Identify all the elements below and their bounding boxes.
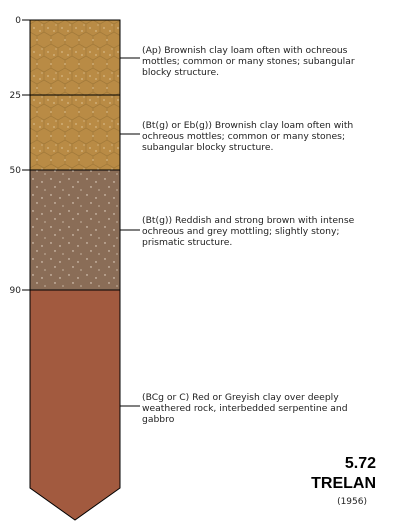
depth-label-25: 25 — [10, 91, 21, 101]
soil-layer-pattern-2 — [30, 170, 120, 290]
soil-code: 5.72 — [344, 455, 376, 472]
soil-year: (1956) — [337, 497, 367, 507]
depth-label-50: 50 — [10, 166, 22, 176]
layer-description-bt-eb: (Bt(g) or Eb(g)) Brownish clay loam ofte… — [142, 120, 354, 153]
soil-name: TRELAN — [311, 475, 376, 492]
depth-label-0: 0 — [15, 16, 21, 26]
layer-description-ap: (Ap) Brownish clay loam often with ochre… — [142, 45, 355, 78]
layer-description-bcg-c: (BCg or C) Red or Greyish clay over deep… — [142, 392, 348, 425]
soil-layer-pattern-1 — [30, 95, 120, 170]
soil-layer-pattern-0 — [30, 20, 120, 95]
layer-description-btg: (Bt(g)) Reddish and strong brown with in… — [142, 215, 355, 248]
soil-layer-3 — [30, 290, 120, 520]
depth-label-90: 90 — [10, 286, 22, 296]
